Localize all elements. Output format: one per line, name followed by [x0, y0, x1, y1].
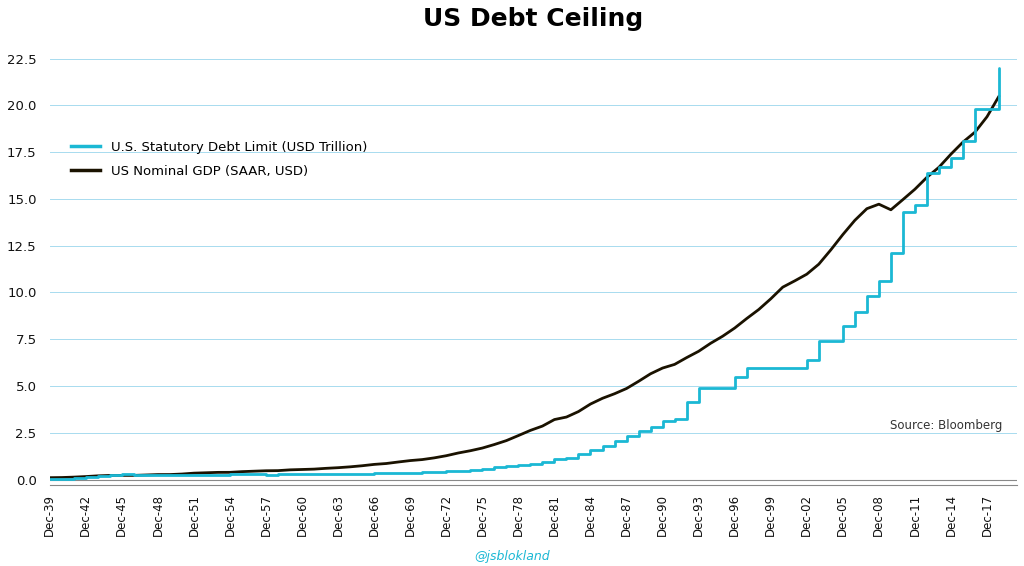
Text: @jsblokland: @jsblokland [474, 550, 550, 563]
Text: Source: Bloomberg: Source: Bloomberg [890, 419, 1002, 432]
Title: US Debt Ceiling: US Debt Ceiling [423, 7, 643, 31]
Legend: U.S. Statutory Debt Limit (USD Trillion), US Nominal GDP (SAAR, USD): U.S. Statutory Debt Limit (USD Trillion)… [66, 135, 373, 183]
